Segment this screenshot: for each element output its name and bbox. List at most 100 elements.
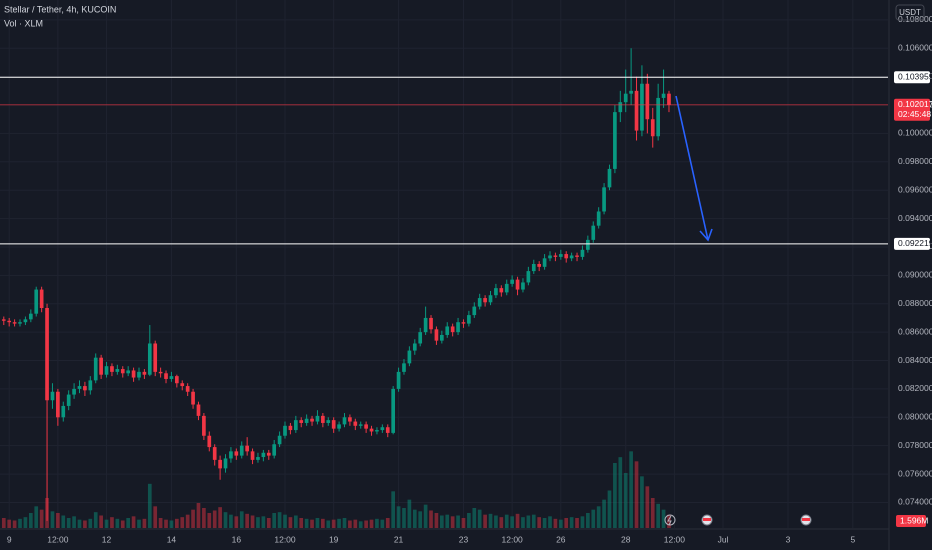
volume-bar [175, 518, 179, 528]
volume-bar [575, 518, 579, 528]
volume-bar [515, 513, 520, 528]
volume-bar [61, 515, 66, 528]
candle-body [137, 371, 141, 378]
candle-body [288, 425, 293, 431]
volume-bar [131, 516, 136, 528]
y-tick-label: 0.098000 [898, 156, 932, 166]
level-label-box [894, 71, 930, 84]
candle-body [315, 415, 320, 422]
volume-bar [342, 518, 347, 528]
candle-body [488, 295, 493, 303]
volume-bar [126, 518, 131, 528]
volume-bar [542, 518, 547, 528]
candle-body [61, 405, 66, 418]
candle-body [88, 380, 93, 391]
level-label: 0.092219 [898, 238, 932, 248]
candle-body [661, 93, 666, 98]
volume-bar [494, 515, 498, 528]
last-price-label: 0.102017 [898, 99, 932, 109]
volume-bar [288, 517, 293, 528]
volume-bar [12, 520, 17, 528]
x-tick-label: 19 [329, 534, 339, 544]
currency-label[interactable]: USDT [899, 8, 921, 17]
candle-body [650, 119, 655, 137]
candle-body [423, 317, 428, 333]
volume-bar [7, 519, 12, 528]
candle-body [45, 308, 49, 401]
volume-bar [402, 508, 406, 528]
volume-bar [99, 515, 103, 528]
volume-bar [623, 473, 628, 528]
candle-body [39, 289, 44, 308]
candle-body [629, 90, 633, 94]
candle-body [142, 371, 147, 375]
volume-bar [423, 504, 428, 528]
volume-bar [321, 518, 325, 528]
volume-bar [369, 519, 374, 528]
candle-body [299, 420, 304, 423]
candle-body [223, 458, 228, 469]
candle-body [245, 445, 249, 452]
candle-body [499, 288, 504, 293]
candle-body [56, 391, 60, 418]
volume-bar [83, 520, 87, 528]
x-tick-label: 21 [394, 534, 404, 544]
volume-bar [558, 519, 563, 528]
volume-bar [202, 508, 206, 528]
candle-body [212, 447, 217, 460]
y-tick-label: 0.080000 [898, 412, 932, 422]
candle-body [99, 357, 103, 375]
volume-bar [640, 476, 644, 528]
candle-body [412, 343, 417, 351]
candle-body [472, 306, 477, 316]
event-icon-bolt [667, 515, 672, 526]
volume-bar [77, 519, 82, 528]
candle-body [407, 350, 412, 364]
candle-body [196, 404, 201, 416]
candle-body [229, 451, 233, 459]
volume-bar [223, 512, 228, 528]
candle-body [158, 371, 163, 374]
candle-body [83, 386, 87, 391]
volume-bar [266, 518, 271, 528]
candle-body [207, 435, 212, 448]
volume-bar [439, 515, 444, 528]
candle-body [250, 451, 255, 460]
candle-body [548, 255, 552, 259]
x-tick-label: 12:00 [274, 534, 296, 544]
candle-body [537, 264, 542, 267]
volume-bar [445, 514, 450, 528]
candle-body [353, 421, 358, 426]
volume-bar [499, 517, 504, 528]
candle-body [115, 369, 120, 372]
axis-layer: 0.074000 0.076000 0.078000 0.080000 0.082000… [7, 14, 932, 544]
arrow-head [699, 228, 713, 242]
candle-body [126, 370, 131, 374]
candle-body [445, 326, 450, 335]
volume-bar [250, 515, 255, 528]
volume-bar [315, 518, 320, 528]
candle-body [434, 329, 439, 341]
candle-body [337, 424, 341, 429]
candle-body [391, 388, 396, 433]
volume-bar [72, 516, 76, 528]
candle-body [358, 424, 363, 426]
candle-body [623, 93, 628, 103]
event-icon[interactable] [664, 514, 676, 526]
currency-button[interactable] [895, 4, 925, 21]
y-tick-label: 0.074000 [898, 497, 932, 507]
volume-bar [602, 499, 606, 528]
volume-bar [56, 513, 60, 528]
volume-bar [304, 518, 309, 528]
volume-bar [180, 517, 185, 528]
volume-bar [434, 513, 439, 528]
candle-body [477, 298, 482, 307]
volume-layer [1, 451, 671, 528]
volume-bar [164, 519, 168, 528]
candle-body [110, 366, 114, 372]
volume-bar [261, 516, 266, 528]
candle-body [120, 369, 125, 374]
candle-body [185, 386, 190, 392]
volume-bar [348, 520, 352, 528]
